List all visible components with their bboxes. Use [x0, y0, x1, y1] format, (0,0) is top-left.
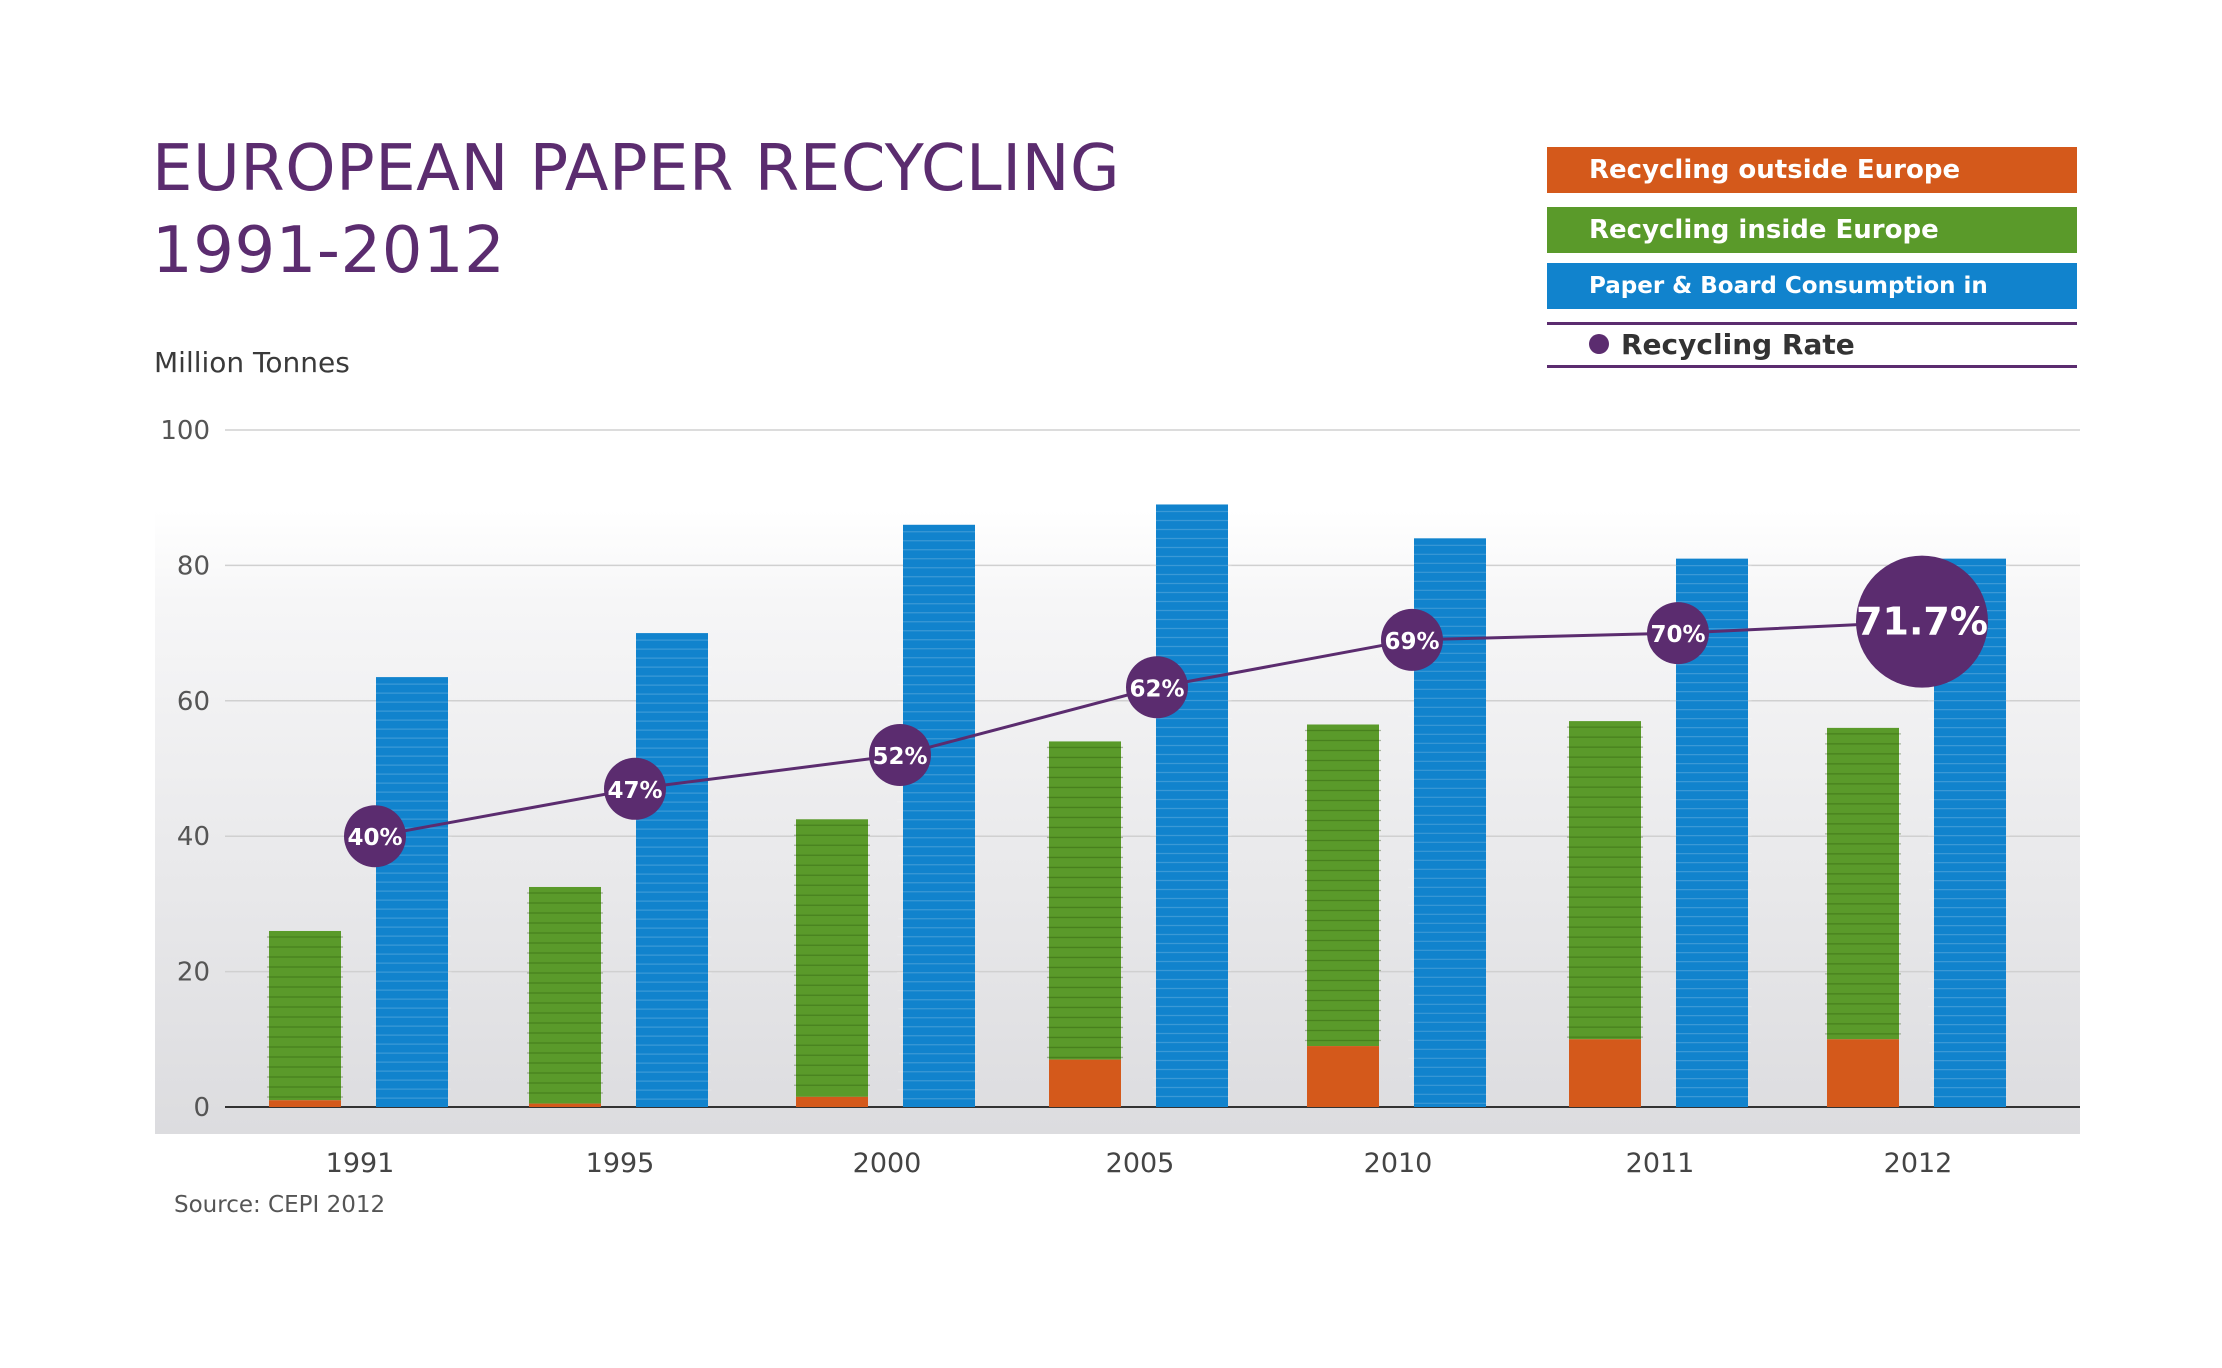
- bar-consumption-1995: [630, 633, 712, 1107]
- rate-label-1991: 40%: [347, 825, 402, 851]
- bar-recycling-inside-2000: [796, 819, 868, 1097]
- legend-recycling-rate: Recycling Rate: [1547, 322, 2077, 368]
- bar-recycling-outside-2011: [1569, 1039, 1641, 1107]
- legend-recycling-inside-europe: Recycling inside Europe: [1547, 207, 2077, 253]
- bar-recycling-outside-2012: [1827, 1039, 1899, 1107]
- rate-label-2011: 70%: [1650, 622, 1705, 648]
- y-tick-label: 40: [177, 822, 210, 852]
- rate-marker-2011: [1647, 602, 1709, 665]
- x-tick-label: 1991: [326, 1148, 395, 1179]
- bar-consumption-2005: [1150, 504, 1232, 1108]
- legend-recycling-rate-label: Recycling Rate: [1621, 328, 1855, 361]
- bar-recycling-inside-1991: [269, 930, 341, 1101]
- x-tick-label: 1995: [586, 1148, 655, 1179]
- rate-label-1995: 47%: [607, 778, 662, 804]
- bar-recycling-outside-1995: [529, 1103, 601, 1107]
- y-axis-unit-label: Million Tonnes: [154, 346, 350, 379]
- x-tick-label: 2012: [1884, 1148, 1953, 1179]
- rate-label-2005: 62%: [1129, 676, 1184, 702]
- rate-marker-1991: [344, 805, 406, 868]
- bar-consumption-1991: [370, 677, 452, 1107]
- bar-recycling-inside-2005: [1049, 741, 1121, 1060]
- bar-consumption-2010: [1408, 538, 1490, 1107]
- bar-recycling-inside-1995: [529, 886, 601, 1104]
- rate-label-2012: 71.7%: [1856, 600, 1988, 644]
- bar-recycling-inside-2011: [1569, 721, 1641, 1040]
- rate-marker-2012: [1856, 555, 1988, 688]
- bar-recycling-inside-2010: [1307, 724, 1379, 1047]
- legend-recycling-outside-europe: Recycling outside Europe: [1547, 147, 2077, 193]
- rate-marker-2000: [869, 723, 931, 786]
- rate-marker-2005: [1126, 656, 1188, 719]
- bar-recycling-outside-2010: [1307, 1046, 1379, 1107]
- bar-recycling-outside-2005: [1049, 1059, 1121, 1107]
- bar-recycling-outside-1991: [269, 1100, 341, 1107]
- rate-marker-1995: [604, 757, 666, 820]
- y-tick-label: 80: [177, 551, 210, 581]
- y-tick-label: 20: [177, 958, 210, 988]
- source-note: Source: CEPI 2012: [174, 1192, 386, 1218]
- x-tick-label: 2010: [1364, 1148, 1433, 1179]
- bar-recycling-inside-2012: [1827, 727, 1899, 1040]
- rate-marker-2010: [1381, 608, 1443, 671]
- rate-label-2010: 69%: [1384, 629, 1439, 655]
- recycling-rate-dot-icon: [1589, 334, 1609, 354]
- legend-paper-board-consumption: Paper & Board Consumption in Europe: [1547, 263, 2077, 345]
- chart-title-line2: 1991-2012: [152, 214, 506, 288]
- x-tick-label: 2000: [853, 1148, 922, 1179]
- y-tick-label: 0: [193, 1093, 210, 1123]
- bar-consumption-2000: [897, 524, 979, 1107]
- chart-title-line1: EUROPEAN PAPER RECYCLING: [152, 132, 1121, 206]
- x-tick-label: 2011: [1626, 1148, 1695, 1179]
- rate-label-2000: 52%: [872, 744, 927, 770]
- y-tick-label: 100: [160, 416, 210, 446]
- y-tick-label: 60: [177, 687, 210, 717]
- bar-recycling-outside-2000: [796, 1096, 868, 1107]
- x-tick-label: 2005: [1106, 1148, 1175, 1179]
